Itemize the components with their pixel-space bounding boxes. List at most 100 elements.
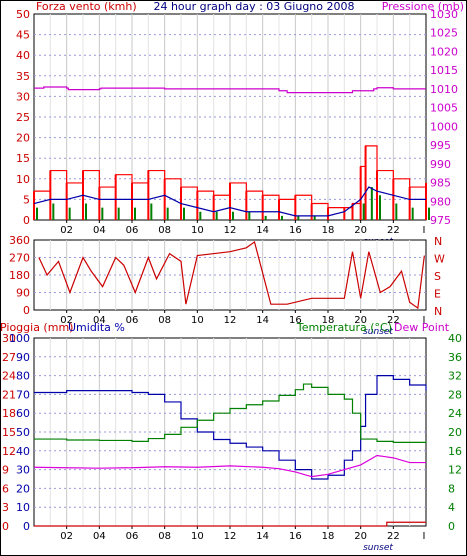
panel-direction-xtick-label: 12 (224, 315, 237, 326)
direction-ytick-label: 90 (16, 287, 30, 300)
temp-ytick-label: 40 (448, 332, 462, 345)
panel-temp-xtick-label: 08 (158, 531, 171, 542)
direction-compass-label: W (434, 253, 445, 266)
humidity-ytick-label: 80 (16, 370, 30, 383)
direction-line (38, 240, 425, 310)
wind-ytick-label: 35 (16, 70, 30, 83)
panel-temp-xtick-label: 04 (93, 531, 106, 542)
pressure-ytick-label: 975 (430, 214, 451, 227)
panel-direction-xtick-label: 06 (126, 315, 139, 326)
panel-temp-xtick-label: 18 (322, 531, 335, 542)
temp-axis-title: Temperatura (°C) (296, 321, 392, 334)
panel-direction-xtick-label: 10 (191, 315, 204, 326)
panel-temp-xtick-label: 10 (191, 531, 204, 542)
panel-direction-xtick-label-last: I (423, 315, 426, 326)
wind-ytick-label: 25 (16, 111, 30, 124)
panel-direction-xtick-label: 16 (289, 315, 302, 326)
humidity-ytick-label: 30 (16, 464, 30, 477)
chart-title: 24 hour graph day : 03 Giugno 2008 (153, 0, 354, 13)
humidity-ytick-label: 50 (16, 426, 30, 439)
rain-ytick-label: 30 (2, 332, 16, 345)
temp-ytick-label: 0 (448, 520, 455, 533)
pressure-ytick-label: 1020 (430, 45, 458, 58)
wind-ytick-label: 20 (16, 132, 30, 145)
panel-wind-xtick-label: 18 (322, 225, 335, 236)
panel-temp-xtick-label: 14 (256, 531, 269, 542)
panel-direction-xtick-label: 22 (387, 315, 400, 326)
rain-ytick-label: 12 (2, 445, 16, 458)
wind-ytick-label: 30 (16, 90, 30, 103)
wind-ytick-label: 45 (16, 29, 30, 42)
rain-ytick-label: 6 (2, 482, 9, 495)
panel-temp-xtick-label: 16 (289, 531, 302, 542)
direction-compass-label: N (434, 305, 442, 318)
pressure-ytick-label: 980 (430, 195, 451, 208)
humidity-ytick-label: 70 (16, 388, 30, 401)
direction-ytick-label: 180 (9, 269, 30, 282)
rain-ytick-label: 18 (2, 407, 16, 420)
panel-direction-xtick-label: 02 (60, 315, 73, 326)
panel-wind-xtick-label: 22 (387, 225, 400, 236)
wind-speed-line (33, 186, 426, 217)
dewpoint-line (33, 454, 426, 478)
pressure-ytick-label: 990 (430, 158, 451, 171)
panel-temp-xtick-label: 06 (126, 531, 139, 542)
temp-ytick-label: 20 (448, 426, 462, 439)
humidity-ytick-label: 90 (16, 351, 30, 364)
panel-wind-xtick-label-last: I (423, 225, 426, 236)
pressure-ytick-label: 985 (430, 177, 451, 190)
pressure-ytick-label: 1025 (430, 27, 458, 40)
wind-axis-title: Forza vento (kmh) (36, 0, 137, 13)
panel-direction-xtick-label: 04 (93, 315, 106, 326)
direction-ytick-label: 0 (23, 304, 30, 317)
direction-ytick-label: 360 (9, 234, 30, 247)
rain-ytick-label: 27 (2, 351, 16, 364)
humidity-axis-title: Umidita % (68, 321, 125, 334)
pressure-ytick-label: 995 (430, 139, 451, 152)
humidity-ytick-label: 40 (16, 445, 30, 458)
panel-wind-xtick-label: 16 (289, 225, 302, 236)
direction-compass-label: N (434, 235, 442, 248)
rain-ytick-label: 21 (2, 388, 16, 401)
dewpoint-axis-title: Dew Point (394, 321, 450, 334)
humidity-ytick-label: 20 (16, 482, 30, 495)
pressure-ytick-label: 1010 (430, 83, 458, 96)
temperature-line (34, 383, 427, 443)
pressure-ytick-label: 1000 (430, 120, 458, 133)
panel-direction-xtick-label: 08 (158, 315, 171, 326)
pressure-ytick-label: 1015 (430, 64, 458, 77)
wind-ytick-label: 50 (16, 8, 30, 21)
rain-ytick-label: 15 (2, 426, 16, 439)
panel-direction-xtick-label: 14 (256, 315, 269, 326)
temp-ytick-label: 4 (448, 501, 455, 514)
humidity-ytick-label: 10 (16, 501, 30, 514)
humidity-line (34, 375, 427, 480)
direction-ytick-label: 270 (9, 252, 30, 265)
pressure-ytick-label: 1030 (430, 8, 458, 21)
rain-ytick-label: 9 (2, 464, 9, 477)
humidity-ytick-label: 0 (23, 520, 30, 533)
temp-sunset-label: sunset (363, 543, 393, 553)
panel-wind-xtick-label: 08 (158, 225, 171, 236)
pressure-line (34, 86, 426, 94)
wind-ytick-label: 5 (23, 193, 30, 206)
panel-temp-xtick-label: 22 (387, 531, 400, 542)
panel-temp-xtick-label-last: I (423, 531, 426, 542)
temp-ytick-label: 16 (448, 445, 462, 458)
temp-ytick-label: 24 (448, 407, 462, 420)
panel-wind-xtick-label: 02 (60, 225, 73, 236)
wind-ytick-label: 15 (16, 152, 30, 165)
panel-temp-xtick-label: 02 (60, 531, 73, 542)
panel-temp-xtick-label: 20 (354, 531, 367, 542)
panel-wind-xtick-label: 04 (93, 225, 106, 236)
panel-direction-xtick-label: 18 (322, 315, 335, 326)
temp-ytick-label: 36 (448, 351, 462, 364)
wind-ytick-label: 0 (23, 214, 30, 227)
wind-ytick-label: 10 (16, 173, 30, 186)
direction-compass-label: S (434, 270, 441, 283)
humidity-ytick-label: 60 (16, 407, 30, 420)
temp-ytick-label: 8 (448, 482, 455, 495)
temp-ytick-label: 12 (448, 464, 462, 477)
rain-line (34, 521, 426, 527)
